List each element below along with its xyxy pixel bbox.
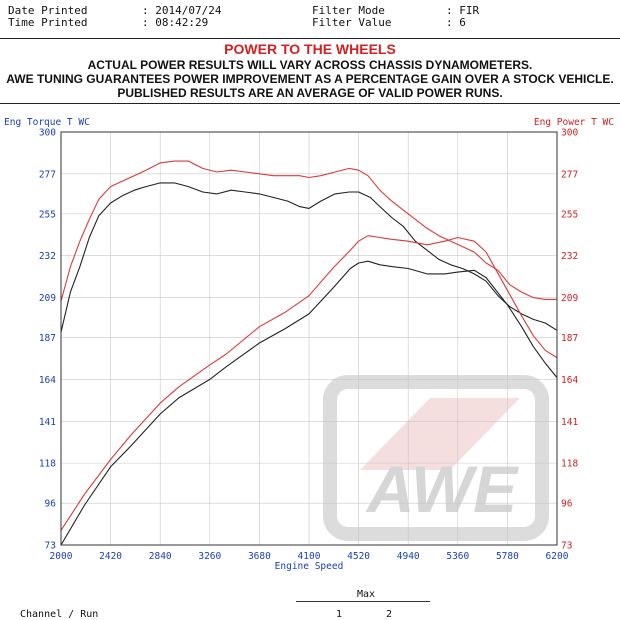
x-tick-label: 2000 — [50, 551, 73, 562]
filter-value-value: 6 — [459, 16, 466, 29]
x-tick-label: 2840 — [149, 551, 172, 562]
x-tick-label: 5780 — [496, 551, 519, 562]
max-label: Max — [357, 589, 376, 600]
banner-line-1: ACTUAL POWER RESULTS WILL VARY ACROSS CH… — [87, 58, 533, 72]
y-tick-label-left: 209 — [39, 293, 56, 304]
x-tick-label: 5360 — [446, 551, 469, 562]
x-tick-label: 3260 — [198, 551, 221, 562]
y-tick-label-left: 300 — [39, 128, 56, 139]
y-tick-label-left: 96 — [45, 499, 57, 510]
y-tick-label-right: 96 — [561, 499, 573, 510]
channel-run-label: Channel / Run — [20, 609, 99, 620]
date-printed-value: 2014/07/24 — [155, 4, 222, 17]
banner-line-2: AWE TUNING GUARANTEES POWER IMPROVEMENT … — [6, 72, 614, 86]
filter-value-label: Filter Value — [312, 16, 392, 29]
filter-mode-value-row: : FIR — [446, 4, 479, 17]
time-printed-label: Time Printed — [8, 16, 88, 29]
x-tick-label: 4520 — [347, 551, 370, 562]
x-tick-label: 4100 — [298, 551, 321, 562]
y-axis-label-right: Eng Power T WC — [534, 117, 614, 128]
date-printed-value-row: : 2014/07/24 — [142, 4, 221, 17]
y-tick-label-left: 164 — [39, 375, 56, 386]
y-tick-label-left: 73 — [45, 541, 56, 552]
y-tick-label-right: 255 — [561, 209, 578, 220]
y-tick-label-left: 141 — [39, 417, 56, 428]
y-tick-label-left: 277 — [39, 169, 56, 180]
power-run-2-line — [60, 235, 558, 531]
max-underline — [296, 601, 430, 602]
y-tick-label-right: 187 — [561, 333, 578, 344]
watermark-frame — [323, 375, 549, 541]
banner-line-3: PUBLISHED RESULTS ARE AN AVERAGE OF VALI… — [117, 86, 503, 100]
filter-mode-row: Filter Mode — [312, 4, 385, 17]
colon-separator: : — [142, 16, 149, 29]
plot-frame — [60, 131, 558, 546]
disclaimer-banner: POWER TO THE WHEELS ACTUAL POWER RESULTS… — [0, 38, 620, 104]
torque-run-1-line — [60, 182, 558, 333]
y-tick-label-left: 232 — [39, 251, 56, 262]
colon-separator: : — [142, 4, 149, 17]
x-tick-label: 6200 — [546, 551, 569, 562]
banner-title: POWER TO THE WHEELS — [224, 41, 396, 57]
date-printed-label: Date Printed — [8, 4, 88, 17]
awe-logo-watermark: AWE — [323, 375, 549, 541]
power-run-1-line — [60, 260, 558, 546]
torque-run-2-line — [60, 160, 557, 302]
chart-series — [60, 160, 558, 546]
colon-separator: : — [446, 16, 453, 29]
y-tick-label-left: 255 — [39, 209, 56, 220]
y-tick-label-right: 118 — [561, 459, 578, 470]
y-tick-label-left: 118 — [39, 459, 56, 470]
run-label-2: 2 — [386, 609, 393, 620]
filter-value-value-row: : 6 — [446, 16, 466, 29]
x-tick-label: 2420 — [99, 551, 122, 562]
colon-separator: : — [446, 4, 453, 17]
y-tick-label-right: 73 — [561, 541, 572, 552]
chart-ticks: 2000 2420 2840 3260 3680 4100 4520 4940 5360 5780… — [39, 128, 579, 563]
y-tick-label-right: 209 — [561, 293, 578, 304]
watermark-swoosh — [360, 398, 520, 470]
filter-mode-value: FIR — [459, 4, 480, 17]
x-tick-label: 3680 — [248, 551, 271, 562]
run-label-1: 1 — [336, 609, 343, 620]
filter-value-row: Filter Value — [312, 16, 391, 29]
y-tick-label-right: 164 — [561, 375, 578, 386]
y-axis-label-left: Eng Torque T WC — [4, 117, 90, 128]
time-printed-row: Time Printed — [8, 16, 87, 29]
y-tick-label-right: 232 — [561, 251, 578, 262]
x-tick-label: 4940 — [397, 551, 420, 562]
time-printed-value-row: : 08:42:29 — [142, 16, 208, 29]
date-printed-row: Date Printed — [8, 4, 87, 17]
y-tick-label-left: 187 — [39, 333, 56, 344]
y-tick-label-right: 300 — [561, 128, 578, 139]
watermark-text: AWE — [365, 452, 519, 526]
filter-mode-label: Filter Mode — [312, 4, 385, 17]
time-printed-value: 08:42:29 — [155, 16, 209, 29]
x-axis-label: Engine Speed — [275, 561, 344, 572]
y-tick-label-right: 141 — [561, 417, 578, 428]
y-tick-label-right: 277 — [561, 169, 578, 180]
